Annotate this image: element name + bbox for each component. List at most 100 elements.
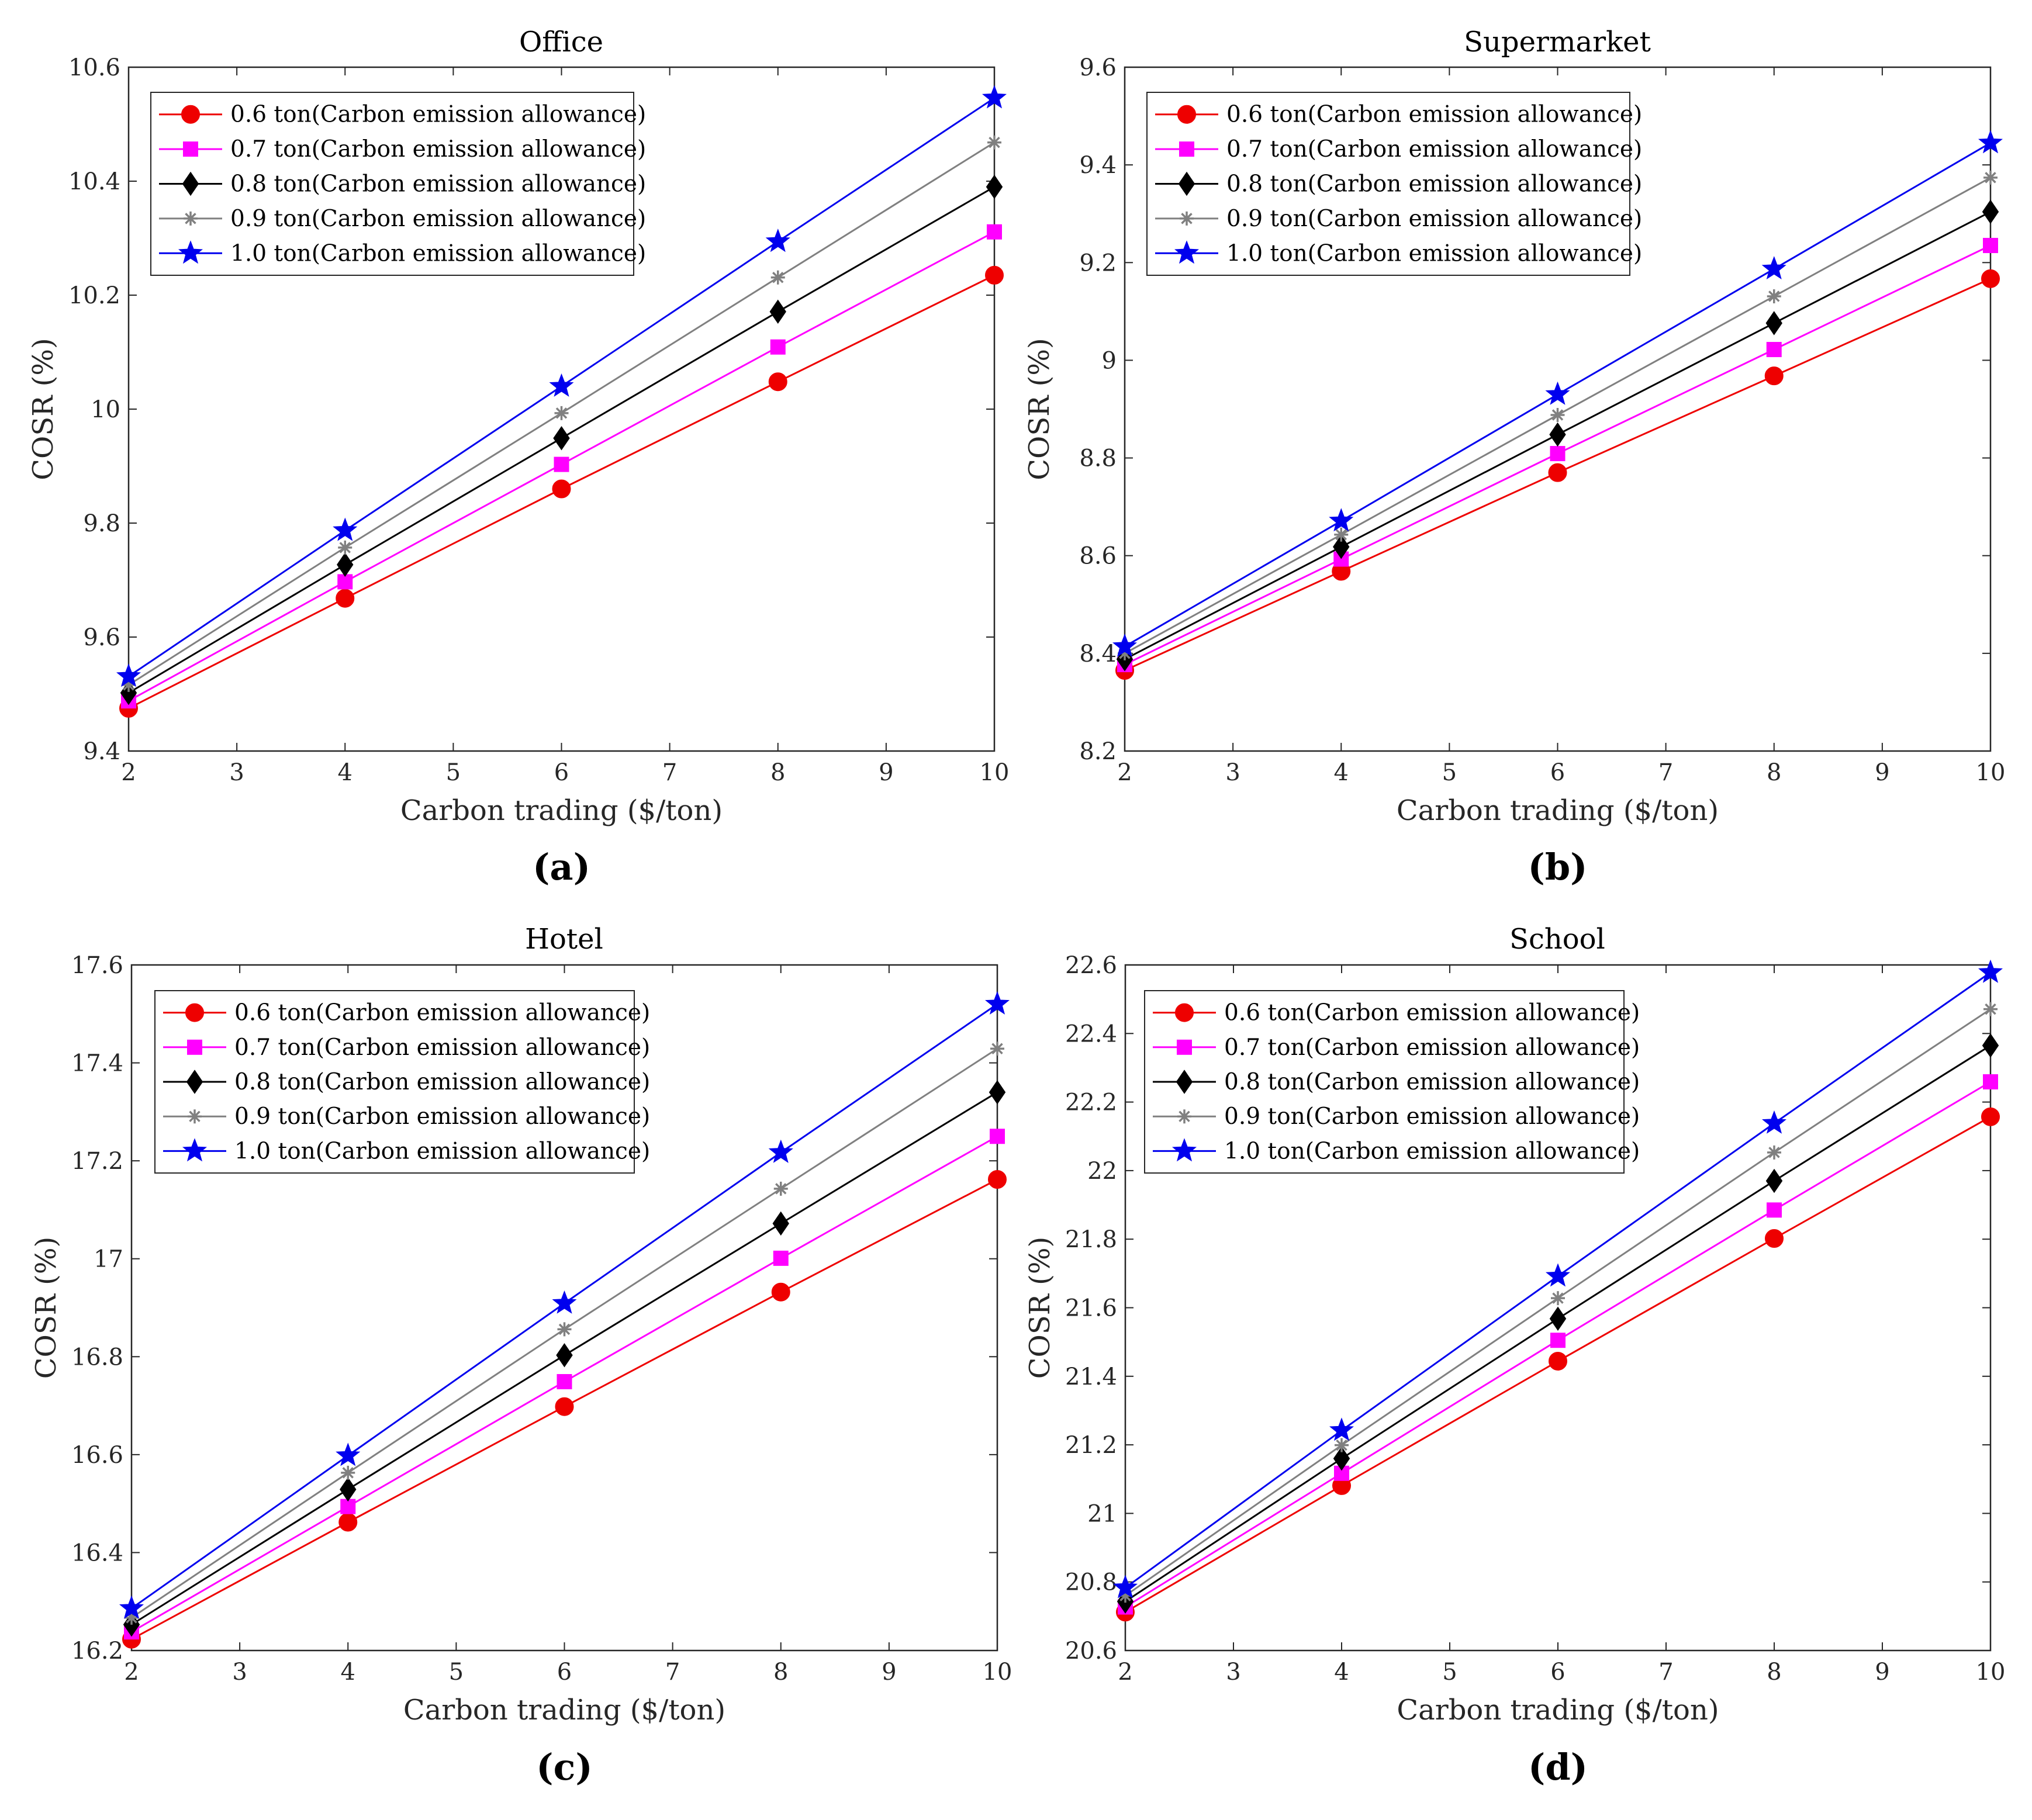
data-point [116, 663, 141, 687]
chart-title: Supermarket [1464, 26, 1651, 58]
y-tick-label: 20.6 [1065, 1638, 1117, 1665]
x-axis-label: Carbon trading ($/ton) [1397, 794, 1719, 827]
data-point [1767, 1145, 1781, 1160]
series-4 [122, 135, 1001, 692]
legend-label: 0.8 ton(Carbon emission allowance) [234, 1069, 650, 1095]
data-point [338, 1513, 358, 1532]
legend-marker [184, 211, 198, 226]
legend-item: 0.9 ton(Carbon emission allowance) [159, 206, 646, 232]
series-3 [123, 1080, 1006, 1637]
legend-marker [1180, 211, 1194, 226]
data-point [336, 1442, 361, 1466]
data-point [771, 1282, 790, 1302]
chart-title: School [1509, 923, 1605, 956]
x-tick-label: 6 [554, 759, 569, 786]
legend-label: 0.7 ton(Carbon emission allowance) [230, 136, 646, 162]
legend-label: 0.8 ton(Carbon emission allowance) [230, 171, 646, 198]
y-tick-label: 16.4 [71, 1539, 123, 1566]
legend-label: 0.9 ton(Carbon emission allowance) [1226, 206, 1642, 232]
x-tick-label: 6 [557, 1659, 572, 1686]
data-point [1333, 1446, 1350, 1471]
y-tick-label: 8.2 [1079, 738, 1117, 765]
x-tick-label: 7 [1658, 759, 1673, 786]
data-point [1765, 311, 1782, 335]
data-point [340, 1477, 357, 1502]
legend-marker [1179, 141, 1194, 157]
x-tick-label: 3 [1225, 759, 1240, 786]
data-point [1334, 527, 1349, 542]
y-axis-label: COSR (%) [27, 338, 60, 480]
legend-box [154, 990, 635, 1174]
legend-label: 0.7 ton(Carbon emission allowance) [1226, 136, 1642, 162]
data-point [1761, 1110, 1787, 1134]
data-point [990, 1042, 1004, 1056]
x-tick-label: 4 [341, 1659, 355, 1686]
x-tick-label: 9 [879, 759, 893, 786]
legend-label: 0.9 ton(Carbon emission allowance) [230, 206, 646, 232]
legend-item: 1.0 ton(Carbon emission allowance) [1153, 1138, 1640, 1164]
legend-item: 0.9 ton(Carbon emission allowance) [163, 1103, 650, 1130]
data-point [1983, 170, 1998, 185]
data-point [557, 1374, 572, 1390]
data-point [556, 1343, 573, 1368]
y-tick-label: 9.6 [1079, 54, 1117, 81]
x-axis-label: Carbon trading ($/ton) [1397, 1694, 1719, 1726]
chart-panel-4: 2 3 4 5 6 7 8 9 10 20.6 20.8 21 21.2 21.4 21.6 21.8 22 22… [1024, 923, 2005, 1788]
legend-marker [181, 105, 200, 124]
legend-item: 1.0 ton(Carbon emission allowance) [163, 1138, 650, 1164]
y-axis-label: COSR (%) [1024, 1237, 1056, 1379]
x-tick-label: 10 [983, 1659, 1012, 1686]
x-tick-label: 3 [232, 1659, 247, 1686]
data-point [765, 229, 790, 252]
y-tick-label: 17.4 [71, 1050, 123, 1077]
data-point [988, 1169, 1007, 1189]
y-tick-label: 8.8 [1079, 445, 1117, 472]
data-point [554, 406, 569, 420]
x-tick-label: 9 [1875, 759, 1889, 786]
data-point [984, 991, 1010, 1015]
series-4 [125, 1042, 1004, 1625]
legend-label: 1.0 ton(Carbon emission allowance) [234, 1138, 650, 1164]
y-tick-label: 22.6 [1065, 952, 1117, 979]
y-tick-label: 17.6 [71, 952, 123, 979]
legend-item: 1.0 ton(Carbon emission allowance) [159, 240, 646, 267]
legend-item: 0.8 ton(Carbon emission allowance) [1155, 171, 1642, 198]
data-point [1767, 1202, 1782, 1218]
series-2 [121, 224, 1002, 709]
x-tick-label: 5 [1442, 759, 1457, 786]
data-point [1983, 1074, 1998, 1089]
data-point [557, 1322, 572, 1337]
data-point [1981, 269, 2000, 288]
legend-marker [1177, 1109, 1191, 1124]
legend-label: 1.0 ton(Carbon emission allowance) [1226, 240, 1642, 267]
data-point [1329, 508, 1354, 532]
x-tick-label: 9 [882, 1659, 896, 1686]
data-point [333, 517, 358, 541]
legend-label: 0.7 ton(Carbon emission allowance) [234, 1034, 650, 1061]
data-point [1983, 1002, 1998, 1016]
panel-label: (a) [533, 846, 590, 888]
data-point [338, 540, 353, 555]
x-tick-label: 8 [1767, 759, 1781, 786]
y-tick-label: 22.4 [1065, 1020, 1117, 1047]
legend: 0.6 ton(Carbon emission allowance) 0.7 to… [154, 990, 650, 1174]
legend-box [1144, 990, 1625, 1174]
y-tick-label: 21.4 [1065, 1364, 1117, 1390]
series-5 [1112, 959, 2003, 1598]
data-point [770, 339, 786, 355]
data-point [1767, 289, 1781, 303]
chart-panel-2: 2 3 4 5 6 7 8 9 10 8.2 8.4 8.6 8.8 9 9.2 9.4 9.6 Supermar… [1023, 26, 2005, 888]
x-tick-label: 6 [1550, 759, 1565, 786]
series-4 [1118, 1002, 1998, 1603]
y-tick-label: 10 [91, 396, 120, 423]
legend-item: 0.6 ton(Carbon emission allowance) [159, 102, 646, 128]
y-tick-label: 9.2 [1079, 250, 1117, 276]
data-point [555, 1397, 574, 1416]
y-axis-label: COSR (%) [30, 1237, 63, 1379]
panel-label: (c) [536, 1746, 592, 1788]
chart-title: Office [519, 26, 603, 58]
legend-item: 0.7 ton(Carbon emission allowance) [163, 1034, 650, 1061]
legend-item: 0.7 ton(Carbon emission allowance) [1153, 1034, 1640, 1061]
x-tick-label: 5 [446, 759, 461, 786]
legend-label: 1.0 ton(Carbon emission allowance) [230, 240, 646, 267]
